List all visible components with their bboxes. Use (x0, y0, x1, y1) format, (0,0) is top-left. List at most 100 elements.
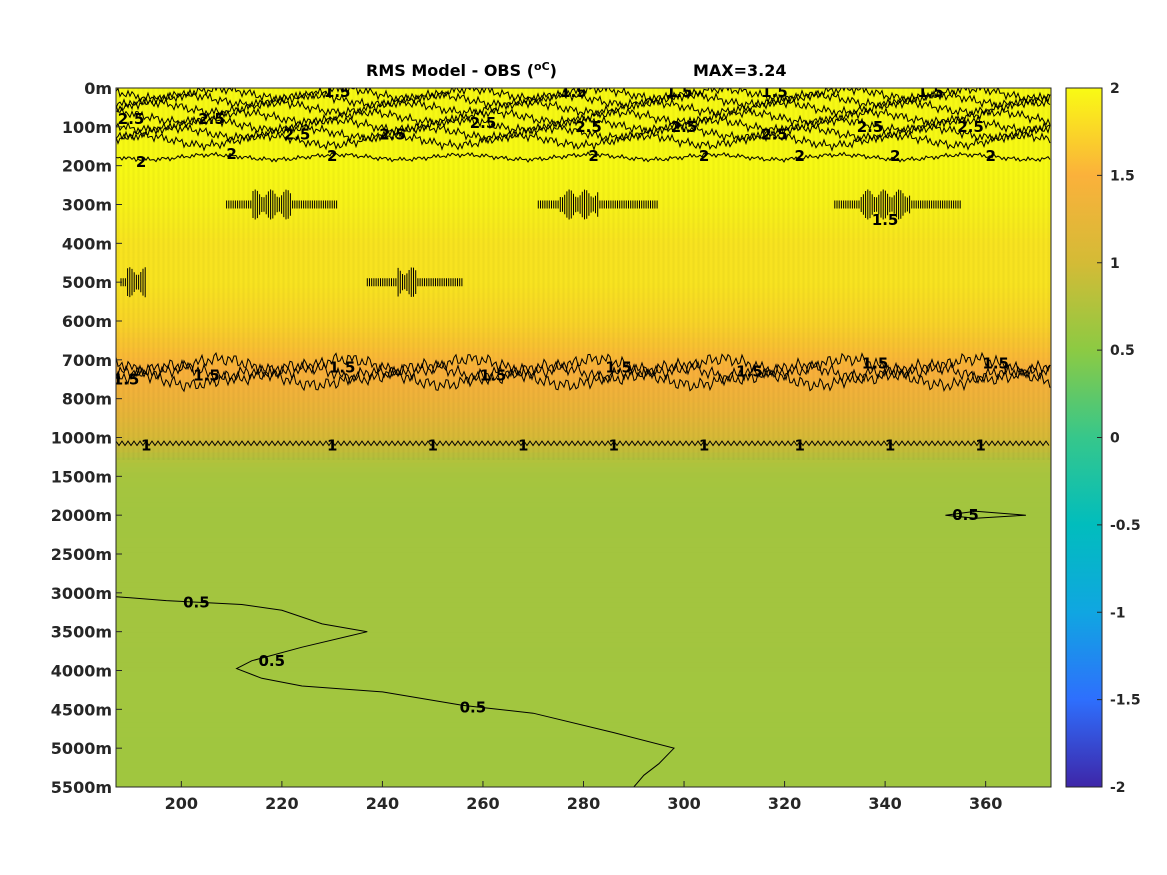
colorbar-tick-label: -1.5 (1110, 693, 1141, 709)
contour-blobs (120, 189, 961, 298)
contour-blob (226, 189, 338, 220)
contour-blob (834, 189, 961, 220)
contour-label: 2.5 (118, 110, 145, 128)
heatmap-cell (116, 612, 1051, 618)
contour-label: 1.5 (193, 366, 220, 384)
contour-label: 1.5 (329, 359, 356, 377)
plot-area: 2.5 2.5 2.5 2.5 2.5 2.5 2.5 2.5 2.5 2.5 1.5 1.5 1.5 1… (113, 83, 1051, 787)
heatmap-cell (116, 517, 1051, 523)
contour-label: 2.5 (671, 118, 698, 136)
heatmap-cell (116, 692, 1051, 698)
contour-label: 1.5 (113, 370, 140, 388)
heatmap-cell (116, 772, 1051, 778)
heatmap-cell (116, 537, 1051, 543)
heatmap-cell (116, 737, 1051, 743)
contour-label: 1 (794, 436, 804, 454)
y-tick-label: 400m (62, 234, 112, 253)
heatmap-cell (116, 507, 1051, 513)
colorbar-tick-label: 2 (1110, 81, 1120, 97)
colorbar-tick-label: 0.5 (1110, 343, 1135, 359)
contour-label: 2.5 (761, 126, 788, 144)
heatmap-cell (116, 562, 1051, 568)
contour-label: 1 (141, 436, 151, 454)
contour-label: 1 (608, 436, 618, 454)
contour-label: 2 (794, 147, 804, 165)
contour-label: 0.5 (460, 698, 487, 716)
heatmap-cell (116, 717, 1051, 723)
heatmap-cell (116, 777, 1051, 783)
contour-label: 2 (890, 147, 900, 165)
y-tick-label: 700m (62, 351, 112, 370)
heatmap-cell (116, 752, 1051, 758)
contour-label: 1.5 (862, 355, 889, 373)
heatmap-cell (116, 582, 1051, 588)
contour-label: 2 (136, 153, 146, 171)
heatmap-cell (116, 462, 1051, 469)
contour-blob (366, 267, 463, 297)
heatmap-cell (116, 617, 1051, 623)
heatmap-cell (116, 677, 1051, 683)
contour-label: 1.5 (761, 83, 788, 101)
contour-label: 0.5 (259, 652, 286, 670)
y-tick-label: 5000m (51, 739, 112, 758)
heatmap-cell (116, 687, 1051, 693)
contour-label: 0.5 (183, 594, 210, 612)
contour-label: 1.5 (917, 83, 944, 101)
colorbar-tick-label: 1 (1110, 256, 1120, 272)
y-tick-label: 4500m (51, 700, 112, 719)
x-tick-label: 220 (265, 794, 298, 813)
heatmap-cell (116, 652, 1051, 658)
heatmap-cell (116, 727, 1051, 733)
contour-label: 2.5 (284, 126, 311, 144)
chart-title: RMS Model - OBS (oC) (366, 60, 557, 80)
heatmap-cell (116, 567, 1051, 573)
y-tick-label: 2000m (51, 506, 112, 525)
heatmap-cell (116, 547, 1051, 553)
y-axis: 0m 100m 200m 300m 400m 500m 600m 700m 800m 1000m 1… (51, 79, 122, 797)
y-tick-label: 3500m (51, 623, 112, 642)
contour-label: 2.5 (575, 118, 602, 136)
heatmap-cell (116, 542, 1051, 548)
contour-lines (116, 88, 1051, 787)
y-tick-label: 1500m (51, 467, 112, 486)
y-tick-label: 500m (62, 273, 112, 292)
contour-label: 2.5 (470, 114, 497, 132)
contour-label: 2 (226, 145, 236, 163)
contour-line-surface (116, 106, 1051, 129)
y-tick-label: 3000m (51, 584, 112, 603)
heatmap-cell (116, 602, 1051, 608)
contour-label: 1 (975, 436, 985, 454)
heatmap-cell (116, 657, 1051, 663)
x-tick-label: 260 (466, 794, 499, 813)
colorbar: 2 1.5 1 0.5 0 -0.5 -1 -1.5 -2 (1065, 81, 1141, 796)
heatmap-cell (116, 647, 1051, 653)
contour-labels: 2.5 2.5 2.5 2.5 2.5 2.5 2.5 2.5 2.5 2.5 1.5 1.5 1.5 1… (113, 83, 1009, 716)
contour-line-surface (116, 113, 1051, 137)
heatmap-cell (116, 487, 1051, 494)
heatmap-cell (116, 502, 1051, 508)
contour-label: 2.5 (857, 118, 884, 136)
x-axis: 200 220 240 260 280 300 320 340 360 (165, 781, 1002, 813)
contour-label: 1 (699, 436, 709, 454)
heatmap-cell (116, 472, 1051, 479)
x-tick-label: 240 (366, 794, 399, 813)
heatmap-cell (116, 702, 1051, 708)
y-tick-label: 300m (62, 196, 112, 215)
heatmap-cell (116, 637, 1051, 643)
contour-blob (537, 189, 658, 220)
y-tick-label: 0m (84, 79, 112, 98)
contour-line-surface (116, 121, 1051, 144)
max-label: MAX=3.24 (693, 61, 787, 80)
heatmap-cell (116, 632, 1051, 638)
contour-line-1-5 (116, 363, 1051, 393)
heatmap-cell (116, 747, 1051, 753)
heatmap-cell (116, 607, 1051, 613)
x-tick-label: 280 (567, 794, 600, 813)
heatmap-cell (116, 497, 1051, 503)
contour-label: 2.5 (379, 126, 406, 144)
colorbar-tick-label: 0 (1110, 431, 1120, 447)
contour-label: 1 (885, 436, 895, 454)
heatmap-cell (116, 762, 1051, 768)
y-tick-label: 600m (62, 312, 112, 331)
colorbar-tick-label: -2 (1110, 780, 1126, 796)
